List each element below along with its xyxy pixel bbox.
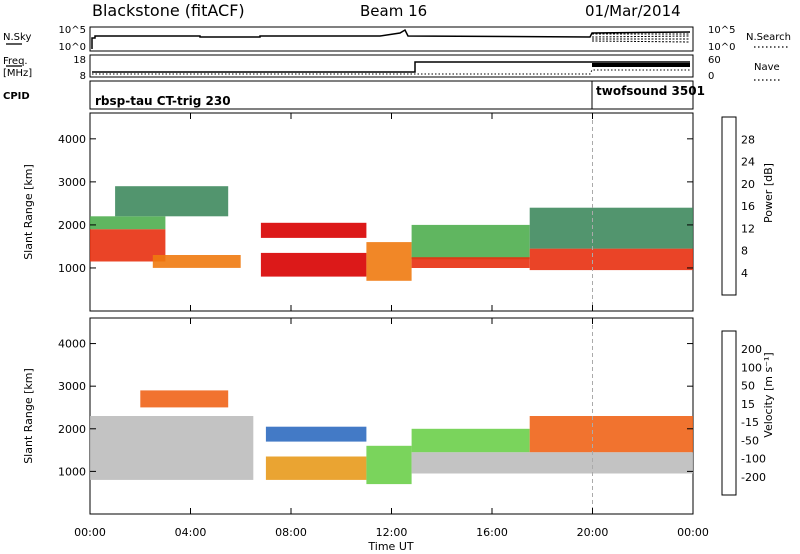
velocity-colorbar-label: Velocity [m s⁻¹]	[762, 352, 775, 437]
velocity-colorbar: -200 -100 -50 -15 15 50 100 200	[721, 330, 766, 496]
freq-tick-top: 18	[73, 55, 86, 66]
time-x-label: Time UT	[367, 540, 413, 553]
power-band-5	[260, 252, 367, 277]
freq-unit: [MHz]	[3, 68, 32, 79]
nsky-tick-bottom: 10^0	[59, 42, 86, 53]
velocity-colorbar-tick-label: 50	[741, 380, 755, 393]
freq-strip: Freq. [MHz] 18 8 60 0 Nave	[3, 54, 780, 82]
velocity-band-5	[411, 452, 693, 474]
power-y-tick-label: 1000	[58, 262, 86, 275]
nsky-tick-top: 10^5	[59, 25, 86, 36]
freq-tick-bottom: 8	[80, 71, 86, 82]
velocity-colorbar-tick-label: 100	[741, 361, 762, 374]
nsearch-label: N.Search	[746, 32, 791, 43]
power-colorbar-frame	[721, 116, 737, 296]
power-band-4	[260, 222, 367, 238]
beam-title: Beam 16	[360, 2, 427, 20]
freq-label: Freq.	[3, 56, 28, 67]
date-title: 01/Mar/2014	[585, 2, 681, 20]
nsearch-tick-top: 10^5	[708, 25, 735, 36]
velocity-colorbar-tick-label: -100	[741, 453, 766, 466]
power-colorbar-tick-label: 8	[741, 245, 748, 258]
velocity-panel: 1000 2000 3000 4000 Slant Range [km] -200 -1…	[22, 317, 775, 515]
cpid-mode-2: twofsound 3501	[596, 84, 705, 98]
station-title: Blackstone (fitACF)	[92, 1, 245, 20]
velocity-y-tick-label: 4000	[58, 338, 86, 351]
time-x-tick-label: 04:00	[175, 526, 207, 539]
nsearch-tick-bottom: 10^0	[708, 42, 735, 53]
power-band-1	[90, 216, 166, 230]
power-band-3	[152, 255, 241, 268]
power-y-tick-label: 2000	[58, 219, 86, 232]
velocity-band-2	[265, 426, 367, 442]
nave-tick-bottom: 0	[708, 71, 714, 82]
power-band-6	[366, 242, 412, 281]
power-colorbar-tick-label: 20	[741, 178, 755, 191]
velocity-band-4	[366, 445, 412, 485]
velocity-colorbar-tick-label: 15	[741, 398, 755, 411]
power-colorbar-tick-label: 28	[741, 133, 755, 146]
time-x-tick-label: 00:00	[677, 526, 709, 539]
time-x-ticks: 00:00 04:00 08:00 12:00 16:00 20:00 00:00	[74, 526, 709, 539]
time-x-tick-label: 08:00	[275, 526, 307, 539]
time-x-tick-label: 16:00	[476, 526, 508, 539]
velocity-y-tick-label: 1000	[58, 465, 86, 478]
cpid-strip: CPID rbsp-tau CT-trig 230 twofsound 3501	[3, 80, 705, 110]
power-band-8	[411, 257, 530, 268]
power-colorbar-tick-label: 16	[741, 200, 755, 213]
velocity-colorbar-tick-label: 200	[741, 343, 762, 356]
velocity-band-3	[265, 456, 367, 480]
power-colorbar-label: Power [dB]	[762, 163, 775, 223]
power-band-9	[529, 248, 693, 271]
power-y-label: Slant Range [km]	[22, 164, 35, 260]
power-colorbar: 4 8 12 16 20 24 28	[721, 116, 755, 296]
cpid-mode-1: rbsp-tau CT-trig 230	[95, 94, 231, 108]
nave-label: Nave	[754, 62, 780, 73]
velocity-band-7	[529, 416, 693, 453]
power-panel: 1000 2000 3000 4000 Slant Range [km] 4 8 12 16…	[22, 112, 775, 312]
velocity-colorbar-tick-label: -50	[741, 434, 759, 447]
velocity-colorbar-frame	[721, 330, 737, 496]
time-x-tick-label: 20:00	[577, 526, 609, 539]
cpid-label: CPID	[3, 91, 30, 102]
power-colorbar-tick-label: 24	[741, 156, 755, 169]
nsky-label: N.Sky	[3, 32, 31, 43]
velocity-colorbar-tick-label: -15	[741, 416, 759, 429]
power-y-ticks: 1000 2000 3000 4000	[58, 133, 693, 275]
velocity-y-label: Slant Range [km]	[22, 368, 35, 464]
power-colorbar-tick-label: 4	[741, 267, 748, 280]
nsky-strip: N.Sky 10^5 10^0 10^5 10^0 N.Search	[3, 25, 791, 53]
velocity-colorbar-tick-label: -200	[741, 471, 766, 484]
power-y-tick-label: 4000	[58, 133, 86, 146]
velocity-data-marks	[89, 318, 694, 514]
velocity-band-1	[140, 390, 229, 408]
velocity-y-ticks: 1000 2000 3000 4000	[58, 338, 693, 478]
velocity-y-tick-label: 2000	[58, 423, 86, 436]
power-band-10	[529, 207, 693, 249]
time-x-tick-label: 00:00	[74, 526, 106, 539]
velocity-y-tick-label: 3000	[58, 380, 86, 393]
power-band-7	[411, 224, 530, 260]
velocity-band-6	[411, 428, 530, 453]
time-x-tick-label: 12:00	[376, 526, 408, 539]
power-y-tick-label: 3000	[58, 176, 86, 189]
velocity-band-0	[90, 416, 254, 480]
power-data-marks	[89, 113, 694, 311]
power-colorbar-tick-label: 12	[741, 222, 755, 235]
nave-tick-top: 60	[708, 55, 721, 66]
power-band-2	[115, 186, 229, 217]
